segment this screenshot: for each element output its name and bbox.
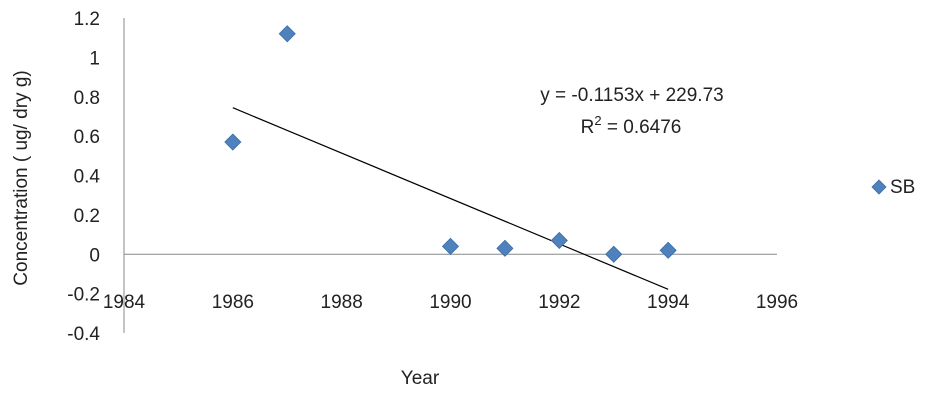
y-tick-label: 0 bbox=[89, 245, 100, 266]
axes bbox=[123, 18, 777, 333]
y-tick-labels: 1.2 1 0.8 0.6 0.4 0.2 0 -0.2 -0.4 bbox=[67, 9, 100, 345]
y-tick-label: 0.6 bbox=[74, 127, 100, 148]
y-tick-label: -0.4 bbox=[67, 324, 100, 345]
legend-label-sb: SB bbox=[890, 177, 915, 198]
x-tick-label: 1992 bbox=[538, 292, 580, 313]
r2-superscript: 2 bbox=[594, 113, 601, 128]
x-tick-labels: 1984 1986 1988 1990 1992 1994 1996 bbox=[103, 292, 798, 313]
x-axis-title: Year bbox=[401, 368, 440, 389]
r2-prefix: R bbox=[581, 117, 595, 138]
y-tick-label: -0.2 bbox=[67, 285, 100, 306]
trendline-group bbox=[232, 107, 669, 290]
data-point bbox=[659, 241, 677, 259]
x-tick-label: 1988 bbox=[321, 292, 363, 313]
x-tick-label: 1990 bbox=[429, 292, 471, 313]
x-tick-label: 1994 bbox=[647, 292, 690, 313]
data-point bbox=[441, 237, 460, 255]
legend: SB bbox=[871, 177, 915, 198]
data-point bbox=[496, 239, 514, 257]
r2-value: = 0.6476 bbox=[602, 117, 682, 138]
y-tick-label: 1.2 bbox=[74, 9, 100, 30]
x-tick-label: 1984 bbox=[103, 292, 146, 313]
y-axis-title: Concentration ( ug/ dry g) bbox=[11, 70, 32, 285]
trendline bbox=[232, 107, 669, 290]
data-point bbox=[605, 245, 623, 263]
x-tick-label: 1986 bbox=[212, 292, 254, 313]
y-tick-label: 0.2 bbox=[74, 206, 100, 227]
legend-marker-sb bbox=[871, 179, 887, 195]
trendline-equation: y = -0.1153x + 229.73 bbox=[540, 85, 723, 106]
data-points bbox=[224, 25, 677, 263]
y-tick-label: 0.8 bbox=[74, 88, 100, 109]
trendline-r-squared: R2 = 0.6476 bbox=[581, 113, 682, 138]
y-tick-label: 0.4 bbox=[74, 167, 101, 188]
data-point bbox=[224, 133, 242, 151]
data-point bbox=[278, 25, 296, 43]
y-tick-label: 1 bbox=[89, 48, 100, 69]
data-point bbox=[550, 231, 568, 250]
x-tick-label: 1996 bbox=[756, 292, 798, 313]
